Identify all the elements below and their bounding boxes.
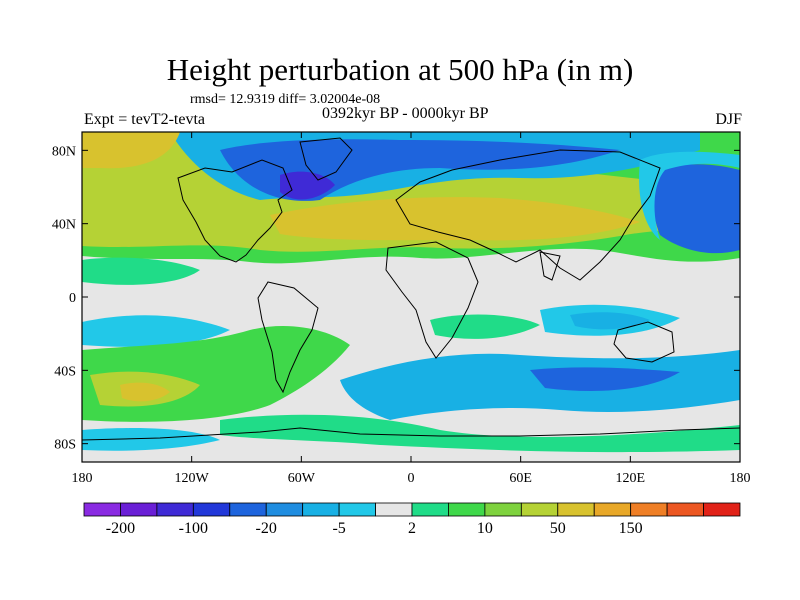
colorbar-label: 10 bbox=[477, 520, 493, 537]
sh-negative-core bbox=[530, 367, 680, 392]
colorbar-swatch bbox=[593, 502, 632, 517]
colorbar-label: -20 bbox=[256, 520, 277, 537]
colorbar-swatch bbox=[338, 502, 376, 517]
lon-tick-label: 60E bbox=[509, 471, 532, 486]
colorbar-swatch bbox=[229, 502, 267, 517]
lat-tick-label: 80N bbox=[52, 144, 76, 159]
lon-tick-label: 60W bbox=[288, 471, 316, 486]
coastlines bbox=[82, 137, 740, 441]
plot-title: Height perturbation at 500 hPa (in m) bbox=[166, 52, 634, 87]
coast-africa bbox=[385, 241, 479, 359]
colorbar-label: -5 bbox=[332, 520, 345, 537]
sh-light-south bbox=[82, 428, 220, 451]
tropic-indian-core bbox=[570, 312, 650, 330]
period-label: 0392kyr BP - 0000kyr BP bbox=[322, 105, 489, 122]
colorbar-label: -200 bbox=[106, 520, 135, 537]
colorbar-label: 2 bbox=[408, 520, 416, 537]
sh-green-south bbox=[220, 414, 740, 453]
experiment-label: Expt = tevT2-tevta bbox=[84, 111, 205, 128]
contour-fill bbox=[82, 132, 740, 462]
lon-tick-label: 180 bbox=[730, 471, 751, 486]
coast-south-america bbox=[257, 281, 319, 394]
colorbar-swatch bbox=[520, 502, 559, 517]
lat-tick-label: 40N bbox=[52, 218, 76, 233]
stats-line: rmsd= 12.9319 diff= 3.02004e-08 bbox=[190, 92, 381, 107]
lon-tick-label: 120W bbox=[175, 471, 210, 486]
colorbar-swatch bbox=[375, 502, 413, 517]
colorbar-swatch bbox=[666, 502, 704, 517]
colorbar-swatch bbox=[156, 502, 194, 517]
colorbar-swatch bbox=[302, 502, 340, 517]
sh-negative-band bbox=[340, 350, 740, 420]
lat-tick-label: 40S bbox=[54, 364, 76, 379]
arctic-yellow bbox=[82, 132, 180, 169]
colorbar-swatch bbox=[703, 502, 741, 517]
pacific-negative bbox=[652, 164, 740, 254]
pacific-negative-edge bbox=[639, 151, 740, 240]
tropic-south-pacific bbox=[82, 315, 230, 347]
colorbar-label: -100 bbox=[179, 520, 208, 537]
colorbar-label: 50 bbox=[550, 520, 566, 537]
lon-tick-label: 120E bbox=[616, 471, 646, 486]
colorbar-swatch bbox=[411, 502, 449, 517]
lon-tick-label: 0 bbox=[408, 471, 415, 486]
lon-tick-label: 180 bbox=[72, 471, 93, 486]
lat-tick-label: 80S bbox=[54, 438, 76, 453]
colorbar-swatch bbox=[630, 502, 668, 517]
colorbar-swatch bbox=[265, 502, 304, 517]
colorbar-swatch bbox=[484, 502, 522, 517]
coast-australia bbox=[613, 321, 675, 363]
colorbar-label: 150 bbox=[619, 520, 643, 537]
colorbar-swatch bbox=[192, 502, 231, 517]
coast-india bbox=[539, 251, 561, 281]
colorbar-swatch bbox=[120, 502, 158, 517]
nh-gold-core bbox=[270, 197, 640, 241]
tropic-west-patch bbox=[82, 257, 200, 285]
lat-tick-label: 0 bbox=[69, 291, 76, 306]
colorbar-swatch bbox=[83, 502, 121, 517]
coast-north-america bbox=[177, 159, 293, 263]
colorbar-swatch bbox=[448, 502, 486, 517]
axis-ticks: 80N 40N 0 40S 80S 180 120W 60W 0 60E 120E 180 bbox=[52, 132, 751, 486]
coast-antarctica bbox=[82, 427, 740, 441]
colorbar-swatch bbox=[557, 502, 595, 517]
colorbar: -200 -100 -20 -5 2 10 50 150 bbox=[83, 502, 741, 537]
season-label: DJF bbox=[715, 111, 742, 128]
tropic-atlantic-green bbox=[430, 314, 540, 339]
coast-greenland bbox=[299, 137, 353, 181]
sh-gold-core bbox=[120, 382, 170, 402]
coast-eurasia bbox=[395, 149, 661, 281]
